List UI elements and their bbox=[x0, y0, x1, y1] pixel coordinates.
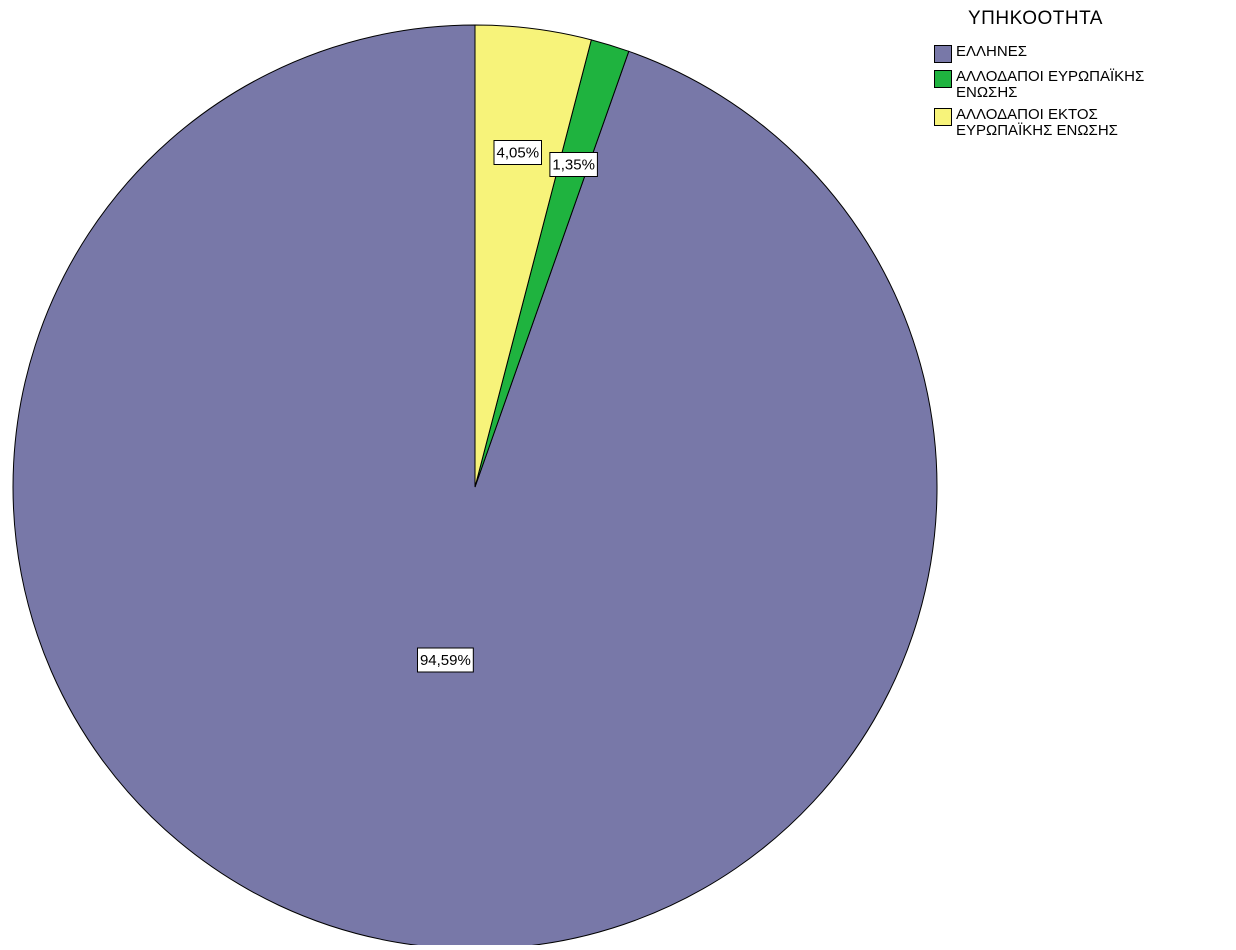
legend-title: ΥΠΗΚΟΟΤΗΤΑ bbox=[968, 8, 1103, 29]
legend-swatch-eu-foreigners bbox=[934, 70, 952, 88]
pie-slice-labels: 94,59% 1,35% 4,05% bbox=[417, 140, 598, 673]
pie-slices bbox=[12, 24, 938, 950]
legend-swatch-non-eu-foreigners bbox=[934, 108, 952, 126]
slice-label-greeks: 94,59% bbox=[417, 647, 474, 673]
slice-label-text-greeks: 94,59% bbox=[420, 652, 471, 669]
legend-label-non-eu-foreigners: ΑΛΛΟΔΑΠΟΙ ΕΚΤΟΣ ΕΥΡΩΠΑΪΚΗΣ ΕΝΩΣΗΣ bbox=[956, 106, 1118, 139]
legend: ΥΠΗΚΟΟΤΗΤΑ ΕΛΛΗΝΕΣ ΑΛΛΟΔΑΠΟΙ ΕΥΡΩΠΑΪΚΗΣ … bbox=[934, 8, 1224, 145]
legend-label-greeks: ΕΛΛΗΝΕΣ bbox=[956, 43, 1027, 60]
legend-item-non-eu-foreigners: ΑΛΛΟΔΑΠΟΙ ΕΚΤΟΣ ΕΥΡΩΠΑΪΚΗΣ ΕΝΩΣΗΣ bbox=[934, 107, 1224, 139]
slice-label-box-eu-foreigners bbox=[549, 152, 598, 177]
legend-swatch-greeks bbox=[934, 45, 952, 63]
legend-item-eu-foreigners: ΑΛΛΟΔΑΠΟΙ ΕΥΡΩΠΑΪΚΗΣ ΕΝΩΣΗΣ bbox=[934, 69, 1224, 101]
legend-label-eu-foreigners: ΑΛΛΟΔΑΠΟΙ ΕΥΡΩΠΑΪΚΗΣ ΕΝΩΣΗΣ bbox=[956, 68, 1145, 101]
legend-item-greeks: ΕΛΛΗΝΕΣ bbox=[934, 44, 1224, 63]
slice-label-box-non-eu-foreigners bbox=[493, 140, 542, 165]
slice-label-box-greeks bbox=[417, 647, 474, 673]
slice-label-eu-foreigners: 1,35% bbox=[549, 152, 598, 177]
slice-label-text-non-eu-foreigners: 4,05% bbox=[497, 145, 540, 162]
slice-label-non-eu-foreigners: 4,05% bbox=[493, 140, 542, 165]
slice-label-text-eu-foreigners: 1,35% bbox=[552, 157, 595, 174]
